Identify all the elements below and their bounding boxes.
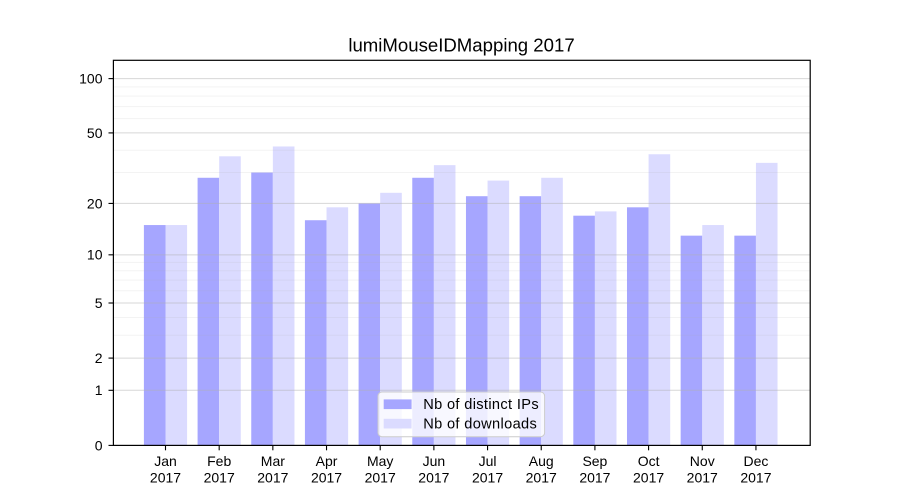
svg-text:50: 50 <box>87 125 103 141</box>
svg-text:2: 2 <box>95 350 103 366</box>
svg-text:Apr: Apr <box>316 453 338 469</box>
svg-text:2017: 2017 <box>579 469 610 485</box>
svg-text:Feb: Feb <box>207 453 231 469</box>
svg-text:Nov: Nov <box>690 453 715 469</box>
svg-text:10: 10 <box>87 247 103 263</box>
svg-text:Dec: Dec <box>743 453 768 469</box>
svg-text:1: 1 <box>95 382 103 398</box>
svg-text:2017: 2017 <box>472 469 503 485</box>
svg-text:Jul: Jul <box>479 453 497 469</box>
svg-text:0: 0 <box>95 437 103 453</box>
svg-text:5: 5 <box>95 295 103 311</box>
svg-text:2017: 2017 <box>740 469 771 485</box>
svg-text:Mar: Mar <box>261 453 285 469</box>
svg-text:2017: 2017 <box>633 469 664 485</box>
svg-text:2017: 2017 <box>204 469 235 485</box>
svg-text:2017: 2017 <box>418 469 449 485</box>
svg-text:Nb of downloads: Nb of downloads <box>423 417 537 433</box>
svg-text:Oct: Oct <box>638 453 660 469</box>
svg-text:2017: 2017 <box>311 469 342 485</box>
svg-text:2017: 2017 <box>257 469 288 485</box>
svg-text:Nb of distinct IPs: Nb of distinct IPs <box>423 397 539 413</box>
svg-text:2017: 2017 <box>687 469 718 485</box>
svg-text:2017: 2017 <box>365 469 396 485</box>
svg-text:Jun: Jun <box>423 453 446 469</box>
svg-text:Aug: Aug <box>529 453 554 469</box>
svg-text:2017: 2017 <box>526 469 557 485</box>
svg-text:lumiMouseIDMapping 2017: lumiMouseIDMapping 2017 <box>348 35 574 56</box>
svg-text:Jan: Jan <box>154 453 177 469</box>
svg-text:20: 20 <box>87 195 103 211</box>
svg-text:Sep: Sep <box>582 453 607 469</box>
svg-text:100: 100 <box>79 71 103 87</box>
svg-text:May: May <box>367 453 393 469</box>
svg-text:2017: 2017 <box>150 469 181 485</box>
